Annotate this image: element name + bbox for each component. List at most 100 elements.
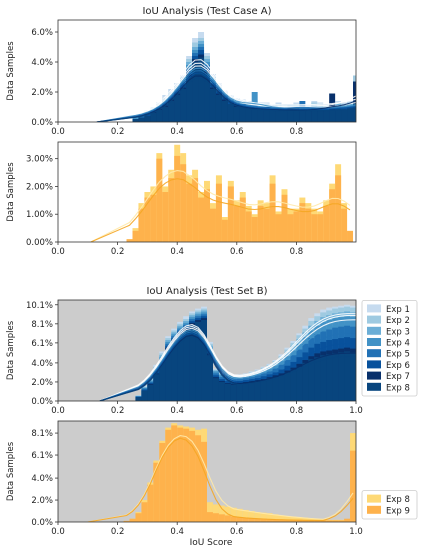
legend-swatch [367, 304, 381, 313]
legend-swatch [367, 382, 381, 391]
histogram-bar [230, 507, 237, 522]
histogram-bar [278, 375, 285, 401]
plot-frame [57, 420, 357, 523]
plot-frame [57, 299, 357, 402]
histogram-bar [356, 329, 362, 401]
y-tick-label: 6.1% [31, 339, 53, 349]
histogram-bar [287, 214, 294, 242]
histogram-bar [329, 189, 336, 242]
histogram-bar [198, 57, 205, 122]
histogram-bar [278, 519, 285, 522]
histogram-bar [144, 116, 151, 122]
histogram-bar [192, 62, 199, 122]
histogram-bar [212, 513, 219, 522]
legend-label: Exp 3 [386, 327, 410, 337]
histogram-bar [135, 397, 142, 401]
histogram-bar [218, 381, 225, 401]
histogram-bar [275, 110, 282, 122]
plot-area [96, 32, 356, 122]
histogram-bar [159, 442, 166, 522]
histogram-bar [207, 355, 213, 401]
legend-label: Exp 6 [386, 361, 410, 371]
histogram-bar [290, 516, 297, 522]
density-curve [99, 331, 356, 401]
histogram-bar [314, 357, 321, 401]
histogram-bar [198, 197, 205, 242]
y-tick-label: 1.00% [26, 210, 53, 220]
plot-area [99, 304, 362, 401]
legend-swatch [367, 315, 381, 324]
histogram-bar [236, 383, 243, 401]
histogram-bar [266, 519, 273, 522]
density-curve [90, 178, 351, 242]
histogram-bar [245, 108, 252, 122]
histogram-bar [218, 514, 225, 522]
series-exp-8 [135, 320, 356, 401]
histogram-bar [254, 380, 261, 401]
series-exp-9 [126, 155, 354, 242]
histogram-bar [251, 108, 258, 122]
histogram-bar [147, 484, 154, 522]
x-tick-label: 0.4 [170, 247, 184, 257]
histogram-bar [260, 512, 267, 522]
histogram-bar [138, 117, 145, 122]
legend-label: Exp 7 [386, 372, 410, 382]
histogram-bar [332, 520, 339, 522]
histogram-bar [272, 377, 279, 401]
histogram-bar [168, 101, 175, 122]
y-axis-label: Data Samples [6, 320, 16, 380]
histogram-bar [150, 194, 157, 242]
histogram-bar [165, 349, 172, 401]
chart-panel-3: 0.0 0.2 0.4 0.6 0.8 1.0 0.0% 2.0% 4.0% 6.1% 8.1% 10… [6, 286, 363, 416]
y-axis-label: Data Samples [6, 441, 16, 501]
histogram-bar [221, 219, 228, 242]
histogram-bar [293, 110, 300, 122]
histogram-bar [189, 430, 196, 522]
histogram-bar [254, 512, 261, 522]
histogram-bar [269, 183, 276, 242]
histogram-bar [201, 441, 207, 522]
histogram-bar [308, 520, 315, 522]
histogram-bar [192, 178, 199, 242]
histogram-bar [242, 517, 249, 522]
legend-swatch [367, 360, 381, 369]
y-tick-label: 2.00% [26, 182, 53, 192]
histogram-bar [323, 110, 330, 122]
legend-swatch [367, 371, 381, 380]
x-tick-label: 0.4 [170, 406, 184, 416]
histogram-bar [153, 374, 160, 401]
histogram-bar [248, 381, 255, 401]
y-tick-label: 0.0% [31, 118, 53, 128]
histogram-bar [329, 110, 336, 122]
x-tick-label: 0.6 [230, 247, 244, 257]
histogram-bar [305, 208, 312, 242]
histogram-bar [290, 369, 297, 401]
histogram-bar [257, 205, 264, 242]
histogram-bar [180, 164, 187, 242]
legend-swatch [367, 494, 381, 503]
histogram-bar [326, 354, 333, 401]
y-tick-label: 3.00% [26, 155, 53, 165]
y-axis-label: Data Samples [6, 41, 16, 101]
y-tick-label: 0.0% [31, 518, 53, 528]
x-tick-label: 0.8 [290, 247, 304, 257]
histogram-bar [153, 462, 160, 522]
histogram-bar [341, 208, 348, 242]
histogram-bar [248, 511, 255, 522]
histogram-bar [218, 505, 225, 522]
density-curve [99, 313, 356, 401]
histogram-bar [177, 335, 184, 401]
histogram-bar [215, 183, 222, 242]
histogram-bar [314, 520, 321, 522]
density-curve [99, 332, 356, 401]
histogram-bar [350, 352, 356, 401]
histogram-bar [186, 183, 193, 242]
chart-title: IoU Analysis (Test Case A) [142, 6, 271, 17]
histogram-bar [224, 515, 231, 522]
y-tick-label: 2.0% [31, 496, 53, 506]
histogram-bar [356, 310, 362, 401]
legend-label: Exp 1 [386, 305, 410, 315]
histogram-bar [162, 192, 169, 242]
histogram-bar [248, 518, 255, 522]
histogram-bar [135, 513, 142, 522]
